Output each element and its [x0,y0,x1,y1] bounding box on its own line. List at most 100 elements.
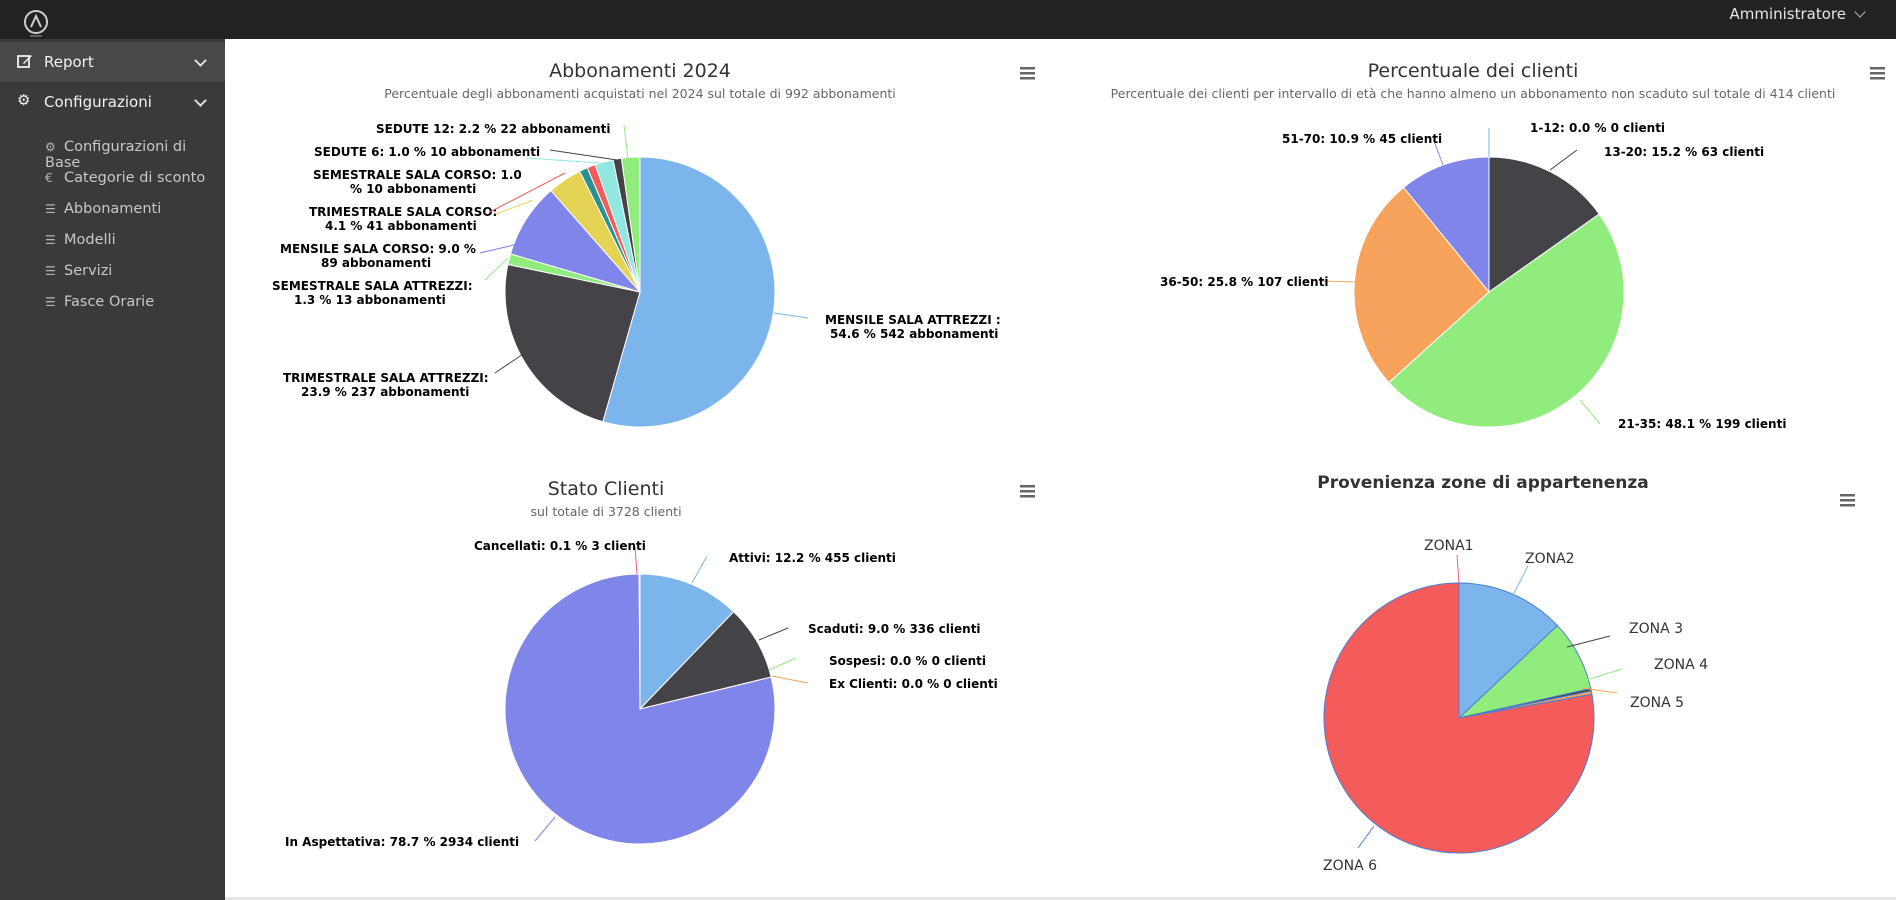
chart-title: Stato Clienti [548,478,665,500]
page-bottom-border [225,897,1896,900]
chart-title: Abbonamenti 2024 [549,60,731,82]
pie-slice[interactable] [638,573,641,710]
chart-label: ZONA2 [1525,551,1575,567]
chart-label: MENSILE SALA ATTREZZI : [825,313,1001,327]
logo-icon[interactable] [22,10,50,38]
chart-label: SEDUTE 12: 2.2 % 22 abbonamenti [376,122,611,136]
dashboard-main [225,39,1896,900]
pie-slice[interactable] [1323,582,1595,854]
sidebar-item-label: Fasce Orarie [64,294,155,310]
list-icon: ☰ [45,295,56,309]
top-bar: Amministratore [0,0,1896,39]
sidebar-item-label: Abbonamenti [64,201,162,217]
sidebar-item-abbonamenti[interactable]: ☰ Abbonamenti [45,201,161,223]
chart-label: In Aspettativa: 78.7 % 2934 clienti [285,835,519,849]
chart-label: 51-70: 10.9 % 45 clienti [1282,132,1442,146]
chart-label: TRIMESTRALE SALA ATTREZZI: [283,371,489,385]
pie-slice[interactable] [1388,213,1625,428]
chart-label: 1.3 % 13 abbonamenti [294,293,446,307]
connector-line [549,149,618,161]
connector-line [494,351,527,374]
chart-label: Cancellati: 0.1 % 3 clienti [474,539,646,553]
chart-label: SEMESTRALE SALA CORSO: 1.0 [313,168,522,182]
connector-line [1566,635,1611,648]
chart-menu-icon[interactable] [1020,67,1035,80]
chart-menu-icon[interactable] [1020,485,1035,498]
sidebar-item-report[interactable]: Report [0,42,225,82]
chart-label: ZONA1 [1424,538,1474,554]
connector-line [771,675,809,684]
chart-label: 36-50: 25.8 % 107 clienti [1160,275,1328,289]
connector-line [1549,149,1578,171]
chart-label: ZONA 6 [1323,858,1377,874]
connector-line [1456,554,1460,584]
gear-icon: ⚙ [45,140,56,154]
sidebar-item-label: Categorie di sconto [64,170,206,186]
sidebar-item-label: Modelli [64,232,116,248]
chart-subtitle: Percentuale degli abbonamenti acquistati… [384,86,896,101]
euro-icon: € [45,171,53,185]
connector-line [525,157,601,164]
chart-label: 54.6 % 542 abbonamenti [830,327,998,341]
connector-line [534,816,556,842]
connector-line [1581,687,1618,694]
connector-line [1512,565,1529,596]
connector-line [489,172,566,213]
chart-label: 13-20: 15.2 % 63 clienti [1604,145,1764,159]
chart-label: SEDUTE 6: 1.0 % 10 abbonamenti [314,145,540,159]
pie-slice[interactable] [1458,582,1559,720]
connector-line [479,244,515,254]
pie-slice[interactable] [1488,156,1600,293]
chart-label: 23.9 % 237 abbonamenti [301,385,469,399]
chart-title: Percentuale dei clienti [1368,60,1579,82]
connector-line [1579,399,1601,425]
chart-label: ZONA 4 [1654,657,1708,673]
chart-label: 1-12: 0.0 % 0 clienti [1530,121,1665,135]
chart-label: 4.1 % 41 abbonamenti [325,219,477,233]
connector-line [1357,825,1375,849]
pie-slice[interactable] [1402,156,1490,294]
sidebar-item-label: Configurazioni di Base [45,139,187,171]
user-menu[interactable]: Amministratore [1729,5,1866,23]
pie-slice[interactable] [504,263,641,423]
chart-title: Provenienza zone di appartenenza [1317,473,1648,493]
pie-slice[interactable] [602,156,776,428]
sidebar-item-label: Servizi [64,263,113,279]
connector-line [634,546,638,575]
sidebar-item-categorie-di-sconto[interactable]: € Categorie di sconto [45,170,205,192]
chart-subtitle: sul totale di 3728 clienti [530,504,681,519]
list-icon: ☰ [45,202,56,216]
pie-slice[interactable] [620,156,641,293]
sidebar-item-fasce-orarie[interactable]: ☰ Fasce Orarie [45,294,154,316]
sidebar-item-modelli[interactable]: ☰ Modelli [45,232,116,254]
sidebar-item-configurazioni[interactable]: ⚙ Configurazioni [0,82,225,122]
chart-label: Attivi: 12.2 % 455 clienti [729,551,896,565]
list-icon: ☰ [45,233,56,247]
chart-label: 89 abbonamenti [321,256,431,270]
chart-label: ZONA 3 [1629,621,1683,637]
chart-label: MENSILE SALA CORSO: 9.0 % [280,242,476,256]
connector-line [484,257,509,281]
chart-label: Ex Clienti: 0.0 % 0 clienti [829,677,998,691]
connector-line [1433,140,1444,166]
chart-menu-icon[interactable] [1870,67,1885,80]
connector-line [1579,668,1623,683]
chart-label: 21-35: 48.1 % 199 clienti [1618,417,1786,431]
sidebar-item-servizi[interactable]: ☰ Servizi [45,263,112,285]
connector-line [758,627,789,641]
chart-label: SEMESTRALE SALA ATTREZZI: [272,279,473,293]
connector-line [623,124,629,160]
sidebar-item-configurazioni-di-base[interactable]: ⚙ Configurazioni di Base [45,139,225,171]
chart-menu-icon[interactable] [1840,494,1855,507]
chart-label: TRIMESTRALE SALA CORSO: [309,205,497,219]
sidebar-item-label: Report [44,53,94,71]
chart-subtitle: Percentuale dei clienti per intervallo d… [1111,86,1836,101]
pie-slice[interactable] [639,573,735,711]
connector-line [768,657,797,671]
list-icon: ☰ [45,264,56,278]
connector-line [691,555,708,584]
sidebar-item-label: Configurazioni [44,93,152,111]
chart-label: Sospesi: 0.0 % 0 clienti [829,654,986,668]
user-label: Amministratore [1729,5,1846,23]
connector-line [1319,280,1356,283]
